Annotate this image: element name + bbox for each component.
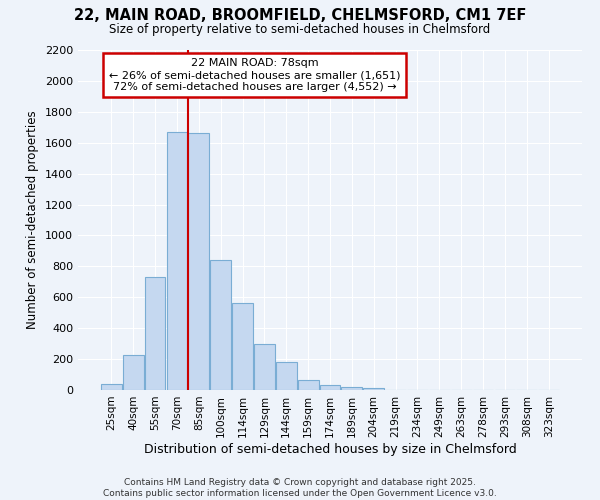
Bar (210, 260, 231, 390)
Y-axis label: Number of semi-detached properties: Number of semi-detached properties (26, 110, 40, 330)
Bar (320, 384, 340, 390)
Text: 22, MAIN ROAD, BROOMFIELD, CHELMSFORD, CM1 7EF: 22, MAIN ROAD, BROOMFIELD, CHELMSFORD, C… (74, 8, 526, 22)
X-axis label: Distribution of semi-detached houses by size in Chelmsford: Distribution of semi-detached houses by … (143, 442, 517, 456)
Bar (123, 355, 143, 390)
Bar (188, 134, 209, 390)
Bar (145, 277, 166, 390)
Text: 22 MAIN ROAD: 78sqm
← 26% of semi-detached houses are smaller (1,651)
72% of sem: 22 MAIN ROAD: 78sqm ← 26% of semi-detach… (109, 58, 400, 92)
Bar (298, 380, 319, 390)
Bar (364, 388, 384, 390)
Bar (167, 132, 187, 390)
Bar (341, 387, 362, 390)
Bar (232, 304, 253, 390)
Bar (254, 344, 275, 390)
Text: Contains HM Land Registry data © Crown copyright and database right 2025.
Contai: Contains HM Land Registry data © Crown c… (103, 478, 497, 498)
Text: Size of property relative to semi-detached houses in Chelmsford: Size of property relative to semi-detach… (109, 22, 491, 36)
Bar (101, 384, 122, 390)
Bar (276, 362, 296, 390)
